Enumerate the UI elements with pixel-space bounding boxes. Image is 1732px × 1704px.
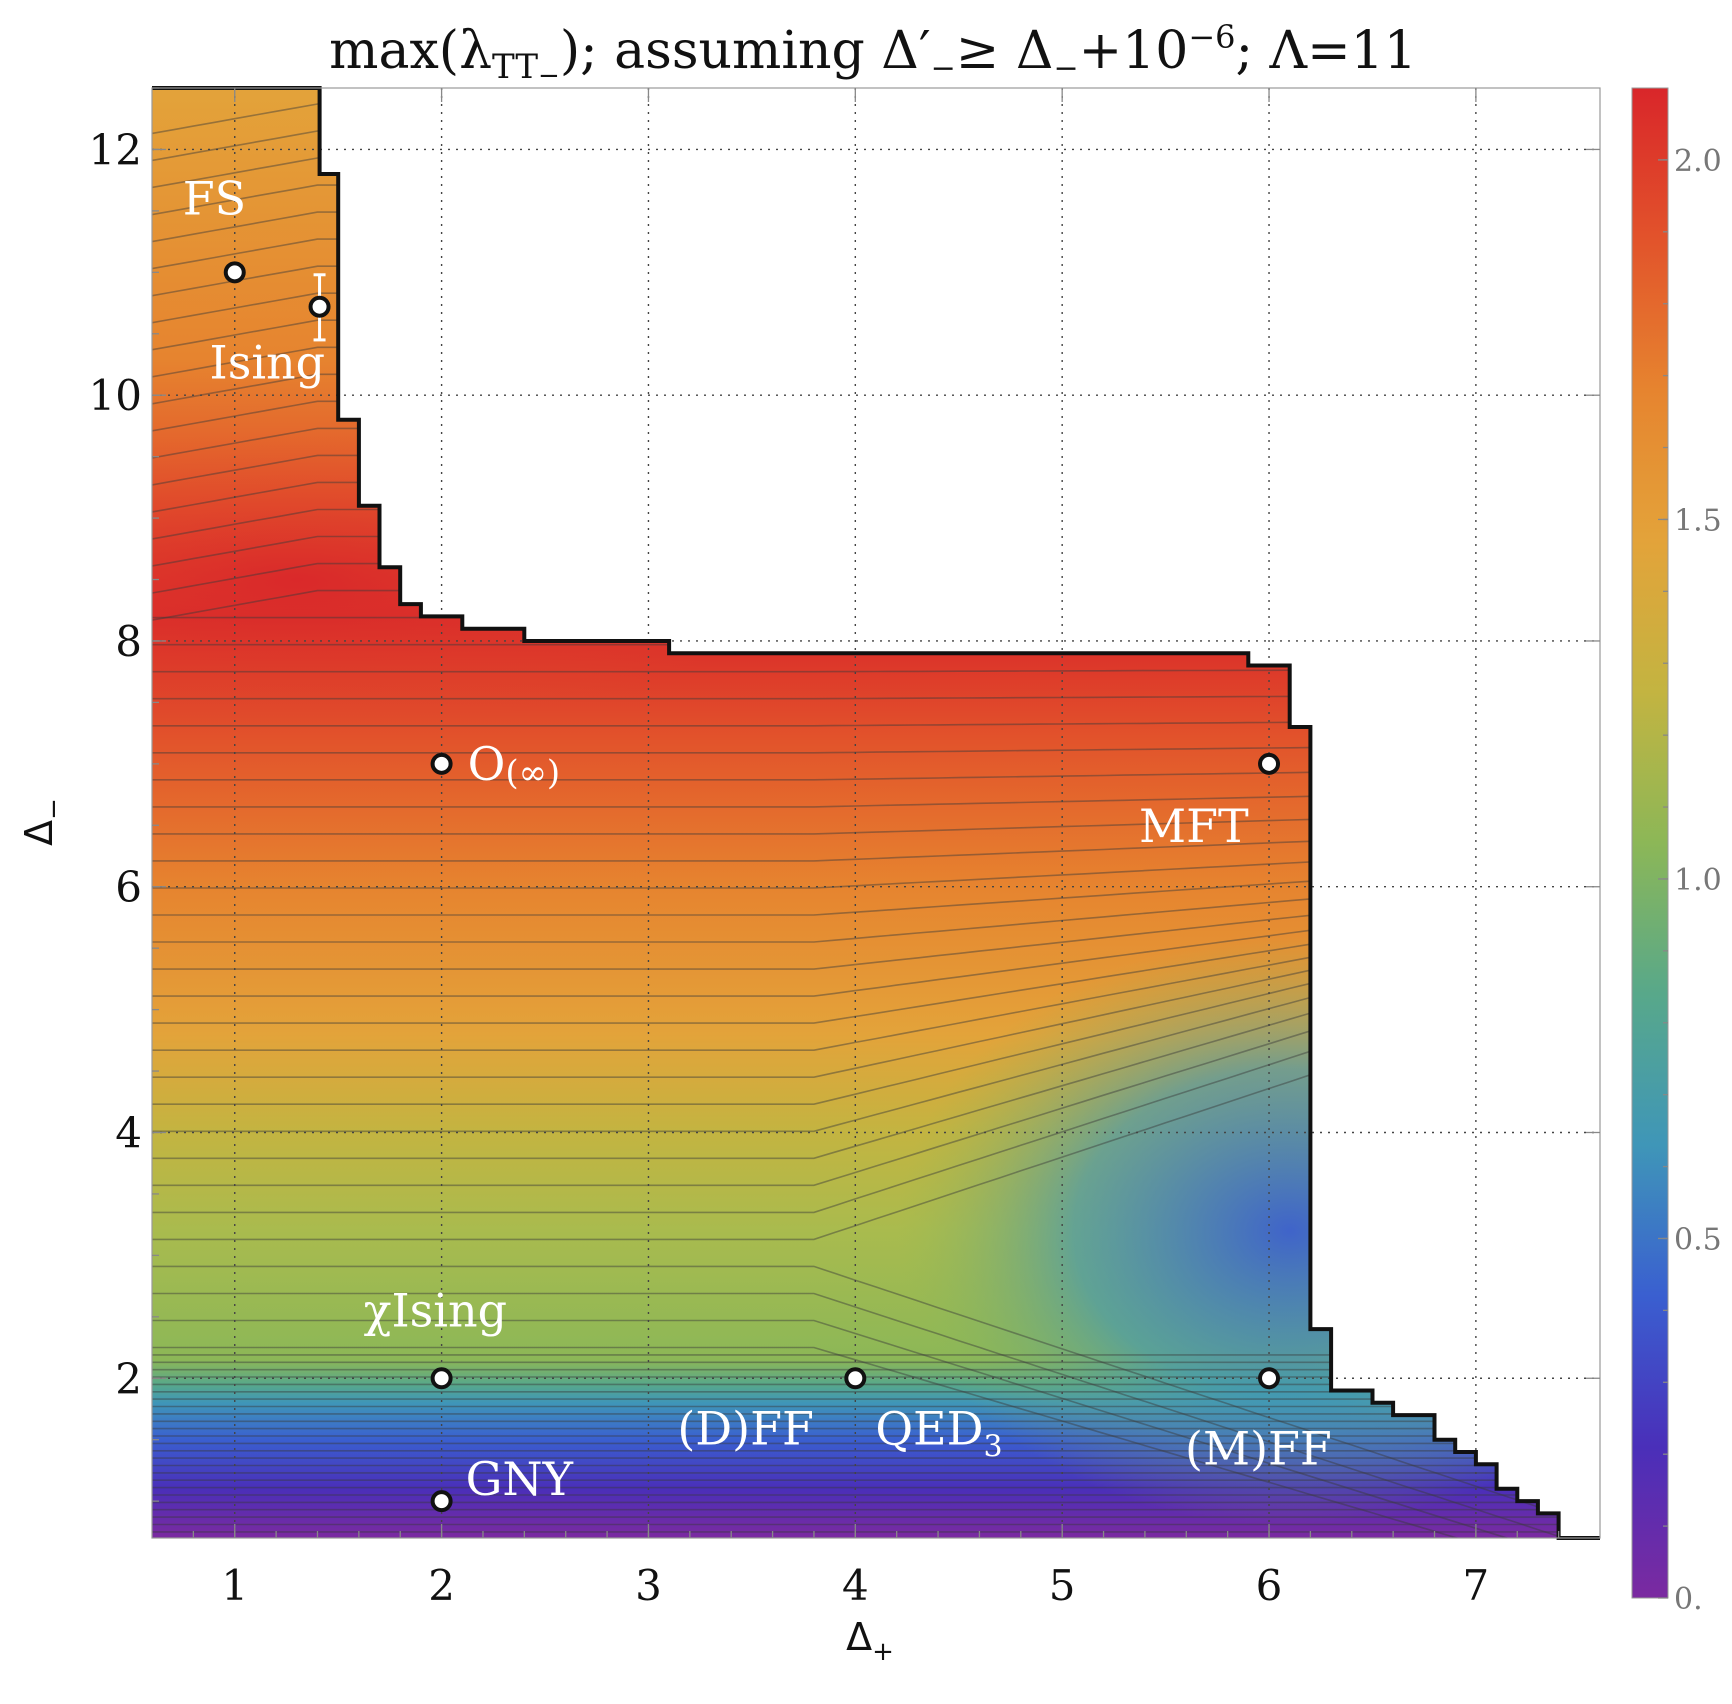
point-FS — [223, 261, 246, 284]
plot-frame — [151, 87, 1601, 1539]
allowed-region-boundary — [152, 86, 1600, 1540]
contour-line — [152, 1265, 1600, 1529]
contour-line — [152, 211, 1600, 243]
contour-line — [152, 454, 1600, 486]
colorbar-gradient — [1631, 87, 1669, 1599]
contour-line — [152, 1319, 1600, 1538]
colorbar: 0. 0.5 1.0 1.5 2.0 — [1631, 87, 1722, 1617]
label-M-FF: (M)FF — [1185, 1421, 1332, 1475]
colorbar-tick-label: 1.5 — [1674, 503, 1722, 538]
contour-line — [152, 265, 1600, 297]
contour-line — [152, 238, 1600, 270]
y-tick-label: 8 — [115, 617, 142, 666]
contour-line — [152, 319, 1600, 351]
label-QED3: QED3 — [875, 1401, 1002, 1464]
point-Ising — [308, 295, 331, 318]
contour-line — [152, 292, 1600, 324]
colorbar-tick-label: 2.0 — [1674, 144, 1722, 179]
point-chi-Ising — [430, 1367, 453, 1390]
x-tick-label: 2 — [428, 1561, 455, 1610]
label-MFT: MFT — [1139, 799, 1249, 853]
contour-line — [152, 427, 1600, 459]
y-tick-label: 4 — [115, 1108, 142, 1157]
grid-lines — [152, 88, 1600, 1538]
point-M-FF — [1258, 1367, 1281, 1390]
chart-title: max(λTT−); assuming Δ′−≥ Δ−+10−6; Λ=11 — [329, 18, 1417, 91]
label-Ising: Ising — [210, 336, 326, 390]
x-axis-label: Δ+ — [846, 1615, 894, 1667]
contour-line — [152, 184, 1600, 216]
x-tick-label: 5 — [1049, 1561, 1076, 1610]
contour-line — [152, 157, 1600, 189]
label-O-infinity: O(∞) — [468, 737, 561, 793]
contour-line — [152, 1346, 1600, 1538]
x-tick-label: 4 — [842, 1561, 869, 1610]
x-tick-label: 1 — [221, 1561, 248, 1610]
point-GNY — [430, 1490, 453, 1513]
contour-line — [152, 400, 1600, 432]
label-FS: FS — [183, 171, 246, 225]
y-tick-label: 10 — [89, 371, 142, 420]
colorbar-tick-label: 1.0 — [1674, 863, 1722, 898]
contour-line — [152, 346, 1600, 378]
contour-line — [152, 1292, 1600, 1538]
contour-line — [152, 373, 1600, 405]
label-GNY: GNY — [466, 1452, 574, 1506]
contour-line — [152, 130, 1600, 162]
y-axis-label: Δ− — [17, 798, 69, 846]
y-tick-label: 12 — [89, 125, 142, 174]
y-tick-label: 2 — [115, 1354, 142, 1403]
y-tick-label: 6 — [115, 863, 142, 912]
x-tick-label: 3 — [635, 1561, 662, 1610]
colorbar-ticks: 0. 0.5 1.0 1.5 2.0 — [1658, 144, 1722, 1617]
point-MFT — [1258, 752, 1281, 775]
data-points: FS Ising O(∞) MFT χIsing QED3 (D)FF (M)FF GNY — [183, 171, 1332, 1513]
colorbar-tick-label: 0. — [1674, 1582, 1703, 1617]
point-O-infinity — [430, 752, 453, 775]
colorbar-tick-label: 0.5 — [1674, 1222, 1722, 1257]
contour-line — [152, 103, 1600, 135]
label-D-FF: (D)FF — [677, 1401, 814, 1455]
point-QED3 — [844, 1367, 867, 1390]
x-tick-label: 7 — [1463, 1561, 1490, 1610]
label-chi-Ising: χIsing — [364, 1283, 507, 1337]
x-tick-label: 6 — [1256, 1561, 1283, 1610]
